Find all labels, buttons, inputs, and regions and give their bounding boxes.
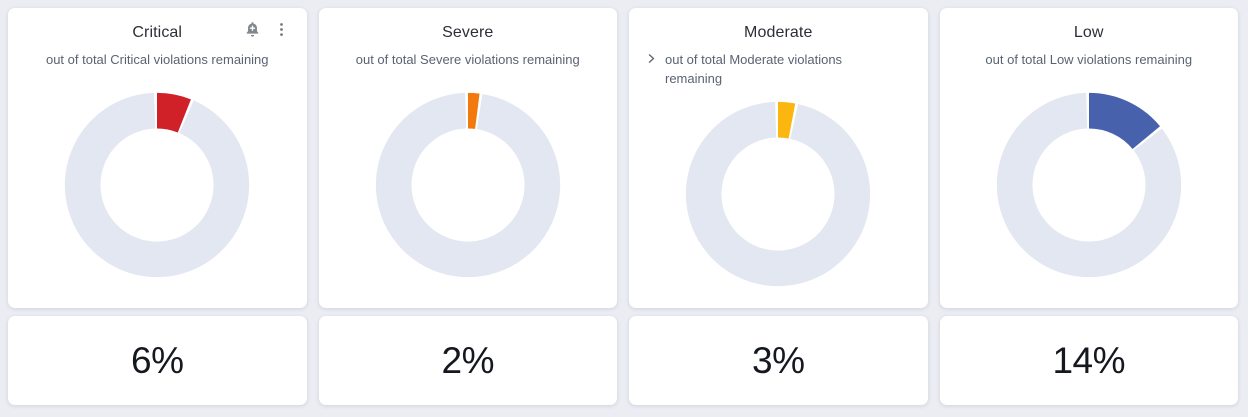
critical-chart-card: Critical out of total — [8, 8, 307, 308]
severe-card-subtitle: out of total Severe violations remaining — [355, 52, 580, 67]
moderate-donut-chart[interactable] — [683, 99, 873, 289]
moderate-card-subtitle: out of total Moderate violations remaini… — [665, 52, 843, 86]
low-donut-segment[interactable] — [1088, 92, 1160, 149]
critical-donut-track — [65, 92, 250, 278]
severe-donut-chart[interactable] — [373, 90, 563, 280]
critical-donut-chart[interactable] — [62, 90, 252, 280]
low-card-subtitle: out of total Low violations remaining — [985, 52, 1193, 67]
critical-percent-value: 6% — [131, 339, 184, 381]
low-chart-area — [954, 70, 1225, 292]
critical-donut-segment[interactable] — [157, 92, 192, 133]
severe-card-header: Severe out of total Severe violations re… — [333, 20, 604, 70]
expand-button[interactable] — [645, 52, 658, 65]
moderate-donut-track — [686, 102, 871, 287]
chevron-right-icon — [648, 54, 655, 63]
moderate-percent-value: 3% — [752, 339, 805, 381]
severe-chart-area — [333, 70, 604, 292]
low-percent-card: 14% — [939, 316, 1238, 405]
moderate-percent-card: 3% — [629, 316, 928, 405]
moderate-card-header: Moderate out of total Moderate violation… — [643, 20, 914, 89]
low-donut-track — [996, 92, 1181, 278]
critical-card-title: Critical — [132, 24, 183, 41]
critical-chart-area — [22, 70, 293, 292]
kebab-menu-icon — [279, 23, 283, 36]
moderate-chart-area — [643, 89, 914, 292]
moderate-donut-segment[interactable] — [778, 102, 796, 139]
low-percent-value: 14% — [1052, 339, 1126, 381]
add-notification-button[interactable] — [244, 21, 261, 38]
card-menu-button[interactable] — [274, 22, 289, 37]
moderate-card-title: Moderate — [744, 24, 813, 41]
severe-donut-segment[interactable] — [467, 92, 480, 129]
critical-card-subtitle: out of total Critical violations remaini… — [45, 52, 269, 67]
low-card-header: Low out of total Low violations remainin… — [954, 20, 1225, 70]
low-chart-card: Low out of total Low violations remainin… — [939, 8, 1238, 308]
severity-dashboard: Critical out of total — [8, 8, 1238, 405]
critical-card-header: Critical out of total — [22, 20, 293, 70]
severe-donut-track — [375, 92, 560, 278]
low-card-title: Low — [1073, 24, 1104, 41]
critical-card-actions — [244, 21, 289, 38]
severe-card-title: Severe — [442, 24, 494, 41]
bell-plus-icon — [246, 22, 258, 37]
severe-chart-card: Severe out of total Severe violations re… — [318, 8, 617, 308]
low-donut-chart[interactable] — [994, 90, 1184, 280]
moderate-chart-card: Moderate out of total Moderate violation… — [629, 8, 928, 308]
critical-percent-card: 6% — [8, 316, 307, 405]
severe-percent-card: 2% — [318, 316, 617, 405]
severe-percent-value: 2% — [441, 339, 495, 381]
